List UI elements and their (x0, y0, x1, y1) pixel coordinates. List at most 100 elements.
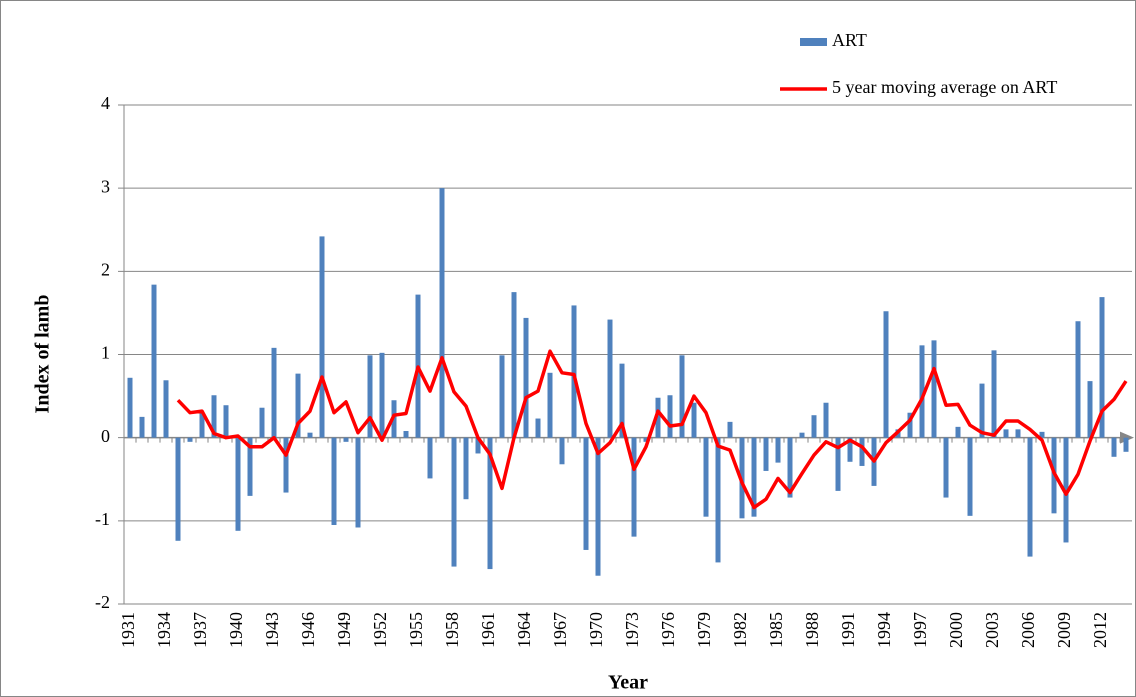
y-axis-title: Index of lamb (32, 295, 54, 414)
bar (583, 437, 589, 550)
x-tick-label: 1952 (370, 612, 390, 648)
bar (319, 236, 325, 438)
bar (139, 416, 145, 438)
bar (1123, 437, 1129, 452)
x-tick-label: 1946 (298, 612, 318, 648)
bar (727, 421, 733, 438)
bar (547, 372, 553, 438)
bar (835, 437, 841, 491)
y-tick-label: 1 (101, 343, 110, 363)
bar (559, 437, 565, 465)
bar (403, 431, 409, 438)
bar (367, 355, 373, 438)
bar (127, 377, 133, 438)
x-axis-title: Year (608, 672, 648, 694)
bar (811, 415, 817, 438)
bar (991, 350, 997, 438)
bar (919, 345, 925, 438)
bar (1003, 429, 1009, 438)
bar (859, 437, 865, 466)
x-tick-label: 2009 (1054, 612, 1074, 648)
x-tick-label: 1934 (154, 612, 174, 648)
bar (679, 355, 685, 438)
x-tick-label: 1970 (586, 612, 606, 648)
bar (343, 437, 349, 442)
bar (199, 412, 205, 438)
x-tick-label: 1985 (766, 612, 786, 648)
bar (1111, 437, 1117, 457)
bar (283, 437, 289, 493)
bar (619, 363, 625, 438)
bar (259, 407, 265, 438)
bar (163, 380, 169, 438)
bar (799, 432, 805, 438)
bar (355, 437, 361, 528)
x-tick-label: 1994 (874, 612, 894, 648)
bar (427, 437, 433, 479)
bar (751, 437, 757, 517)
bar (379, 352, 385, 438)
moving-average-line (176, 349, 1128, 510)
bar (979, 383, 985, 438)
bar (307, 432, 313, 438)
bar (487, 437, 493, 570)
bar (847, 437, 853, 462)
x-tick-label: 1955 (406, 612, 426, 648)
bar (235, 437, 241, 531)
x-tick-label: 1964 (514, 612, 534, 648)
x-tick-label: 1949 (334, 612, 354, 648)
x-tick-label: 1979 (694, 612, 714, 648)
bar (439, 188, 445, 438)
x-tick-label: 1997 (910, 612, 930, 648)
bar (511, 292, 517, 438)
x-tick-label: 2000 (946, 612, 966, 648)
x-tick-label: 1967 (550, 612, 570, 648)
bar (151, 284, 157, 438)
x-tick-label: 2012 (1090, 612, 1110, 648)
bar (451, 437, 457, 567)
bar (883, 311, 889, 438)
bar (631, 437, 637, 537)
bar (295, 373, 301, 438)
x-tick-label: 1937 (190, 612, 210, 648)
bar (691, 402, 697, 438)
bar (967, 437, 973, 516)
y-tick-label: 3 (101, 176, 110, 196)
bar (1099, 297, 1105, 438)
bar (211, 395, 217, 438)
bar (1015, 429, 1021, 438)
bar (931, 340, 937, 438)
x-tick-label: 1976 (658, 612, 678, 648)
x-tick-label: 1973 (622, 612, 642, 648)
bar (655, 397, 661, 438)
x-tick-label: 1931 (118, 612, 138, 648)
y-tick-label: -2 (95, 592, 110, 612)
bar (1087, 381, 1093, 438)
bar (223, 405, 229, 438)
bar (187, 437, 193, 442)
bar (463, 437, 469, 500)
legend-label: 5 year moving average on ART (832, 77, 1057, 97)
bar (643, 437, 649, 442)
x-tick-label: 1988 (802, 612, 822, 648)
bar (1027, 437, 1033, 557)
x-tick-label: 1982 (730, 612, 750, 648)
bar (175, 437, 181, 541)
x-tick-label: 1961 (478, 612, 498, 648)
y-tick-label: 2 (101, 259, 110, 279)
bar (775, 437, 781, 463)
bar (595, 437, 601, 576)
x-tick-label: 1991 (838, 612, 858, 648)
bar (331, 437, 337, 525)
legend-swatch (800, 38, 827, 46)
bar (763, 437, 769, 471)
bar (1039, 431, 1045, 438)
bar (787, 437, 793, 498)
bar (715, 437, 721, 563)
bar (667, 395, 673, 438)
bar (1063, 437, 1069, 543)
x-tick-label: 2003 (982, 612, 1002, 648)
bar (607, 319, 613, 438)
x-tick-label: 1958 (442, 612, 462, 648)
